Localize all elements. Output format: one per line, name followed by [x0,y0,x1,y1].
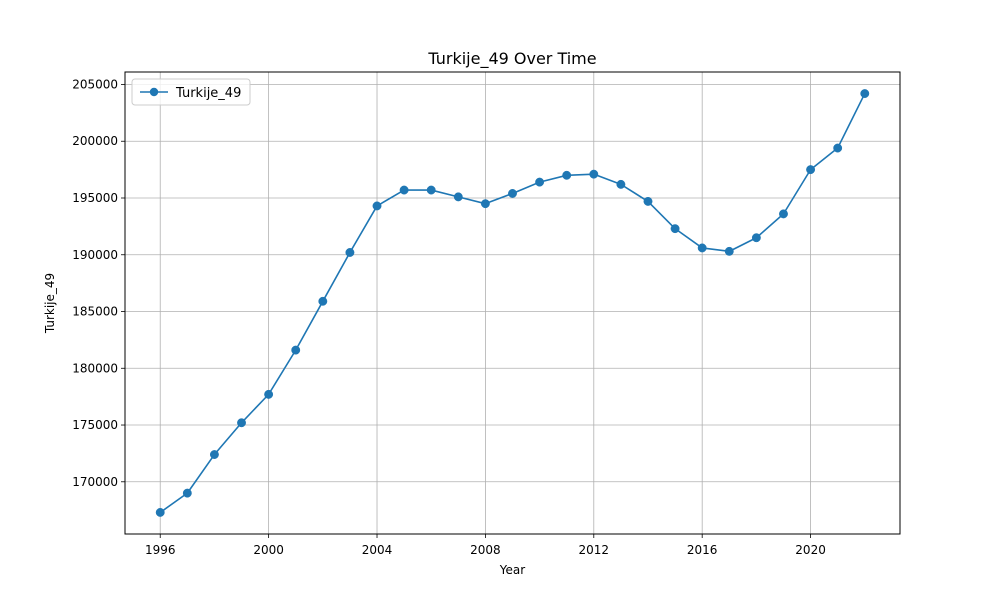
data-point [291,345,301,355]
data-point [480,199,490,209]
x-tick-label: 2000 [253,543,284,557]
data-point [182,488,192,498]
legend-box [131,78,251,106]
data-point [345,248,355,257]
y-tick-label: 190000 [72,248,118,262]
data-point [779,209,788,219]
y-tick-label: 180000 [72,361,118,375]
data-point [372,201,382,211]
x-tick-label: 2016 [687,543,718,557]
data-point [535,177,545,187]
legend-marker [149,87,159,97]
data-point [697,243,707,253]
data-point [616,179,626,189]
data-point [751,233,761,243]
data-point [670,224,680,234]
data-point [724,246,734,256]
x-axis-title: Year [499,563,525,577]
data-point [806,165,816,175]
y-tick-label: 200000 [72,134,118,148]
data-point [426,185,436,195]
data-point [155,507,165,517]
data-point [643,196,653,206]
chart-title: Turkije_49 Over Time [427,49,596,69]
y-tick-label: 175000 [72,418,118,432]
data-point [833,143,843,153]
x-tick-label: 2020 [795,543,826,557]
grid-lines [125,72,900,534]
y-tick-label: 195000 [72,191,118,205]
axis-ticks: 1996 2000 2004 2008 2012 2016 2020 170000 175000… [72,77,826,557]
data-point [264,389,274,399]
y-tick-label: 185000 [72,305,118,319]
data-point [318,296,328,306]
y-tick-label: 170000 [72,475,118,489]
data-point [237,418,246,428]
data-point [399,185,409,195]
data-point [209,450,219,459]
legend: Turkije_49 [131,78,251,106]
data-point [508,189,517,198]
x-tick-label: 2004 [362,543,393,557]
data-point [860,89,870,99]
x-tick-label: 2008 [470,543,501,557]
series-layer [155,89,870,517]
y-tick-label: 205000 [72,77,118,91]
legend-label: Turkije_49 [175,86,241,101]
x-tick-label: 2012 [579,543,610,557]
data-point [562,170,572,180]
data-point [453,192,463,202]
x-tick-label: 1996 [145,543,176,557]
plot-area-frame [124,71,901,535]
data-point [589,169,599,179]
y-axis-title: Turkije_49 [43,273,57,334]
